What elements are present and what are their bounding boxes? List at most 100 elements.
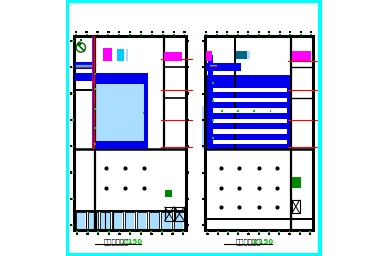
Bar <box>162 31 164 33</box>
Bar <box>140 232 142 235</box>
Bar <box>76 232 78 235</box>
Bar <box>143 112 144 114</box>
Bar <box>75 62 94 69</box>
Bar <box>92 81 95 82</box>
Bar <box>101 212 110 229</box>
Bar <box>72 40 74 42</box>
Bar <box>140 31 142 33</box>
Bar <box>210 65 217 66</box>
Bar <box>174 212 183 229</box>
Bar <box>97 232 99 235</box>
Bar <box>209 98 287 102</box>
Bar <box>129 232 131 235</box>
Bar <box>313 66 315 68</box>
Bar <box>103 48 112 61</box>
Bar <box>268 231 270 232</box>
Bar <box>94 36 95 149</box>
Bar <box>212 119 214 121</box>
Bar <box>72 172 74 173</box>
Bar <box>202 106 208 149</box>
Bar <box>206 51 212 61</box>
Bar <box>76 212 85 229</box>
Bar <box>212 82 214 84</box>
Bar <box>182 231 184 232</box>
Bar <box>70 224 72 226</box>
Bar <box>258 31 260 33</box>
Bar <box>165 207 174 221</box>
Bar <box>310 31 312 33</box>
Bar <box>300 31 302 33</box>
Bar <box>92 78 95 79</box>
Bar <box>288 232 291 235</box>
Bar <box>171 232 174 235</box>
Text: 一层通风平面: 一层通风平面 <box>104 239 130 245</box>
Bar <box>144 81 148 149</box>
Bar <box>118 232 121 235</box>
Bar <box>300 34 301 35</box>
Bar <box>137 212 147 230</box>
Bar <box>86 31 88 33</box>
Bar <box>96 31 99 33</box>
Bar <box>72 93 74 94</box>
Bar <box>94 73 96 75</box>
Bar <box>202 224 204 226</box>
Bar <box>108 232 110 235</box>
Bar <box>187 66 189 68</box>
Bar <box>216 31 218 33</box>
Bar <box>92 145 95 147</box>
Bar <box>164 189 172 197</box>
Bar <box>94 143 96 145</box>
Bar <box>279 31 281 33</box>
Bar <box>209 140 287 144</box>
Bar <box>313 119 315 121</box>
Bar <box>70 119 72 121</box>
Bar <box>126 49 128 61</box>
Bar <box>173 34 175 35</box>
Bar <box>208 75 213 149</box>
Bar <box>237 231 239 232</box>
Bar <box>205 75 291 149</box>
Bar <box>70 40 72 42</box>
Bar <box>205 31 207 33</box>
Bar <box>140 34 142 35</box>
Bar <box>227 232 229 235</box>
Bar <box>88 212 98 230</box>
Bar <box>183 31 186 33</box>
Bar <box>202 40 204 42</box>
Bar <box>247 31 250 33</box>
Bar <box>129 231 131 232</box>
Bar <box>92 73 148 83</box>
Bar <box>269 110 271 112</box>
Bar <box>258 231 260 232</box>
Bar <box>236 51 247 59</box>
Bar <box>184 34 185 35</box>
Bar <box>149 212 159 230</box>
Bar <box>72 145 74 147</box>
Bar <box>92 141 148 149</box>
Bar <box>309 232 311 235</box>
Bar <box>207 231 209 232</box>
Bar <box>92 36 95 149</box>
Bar <box>108 34 109 35</box>
Bar <box>70 172 72 174</box>
Bar <box>246 51 250 59</box>
Bar <box>289 231 290 232</box>
Bar <box>253 110 255 112</box>
Bar <box>209 88 287 92</box>
Bar <box>72 225 74 226</box>
Bar <box>247 34 249 35</box>
Text: 1:150: 1:150 <box>120 239 142 245</box>
Bar <box>313 40 315 42</box>
Bar <box>151 34 153 35</box>
Bar <box>86 232 89 235</box>
Bar <box>125 212 134 229</box>
Bar <box>161 231 163 232</box>
Bar <box>187 198 189 200</box>
Bar <box>76 231 78 232</box>
Bar <box>92 36 93 149</box>
Bar <box>175 207 184 221</box>
Bar <box>299 232 301 235</box>
Bar <box>206 232 209 235</box>
Bar <box>161 212 171 230</box>
Bar <box>72 198 74 200</box>
